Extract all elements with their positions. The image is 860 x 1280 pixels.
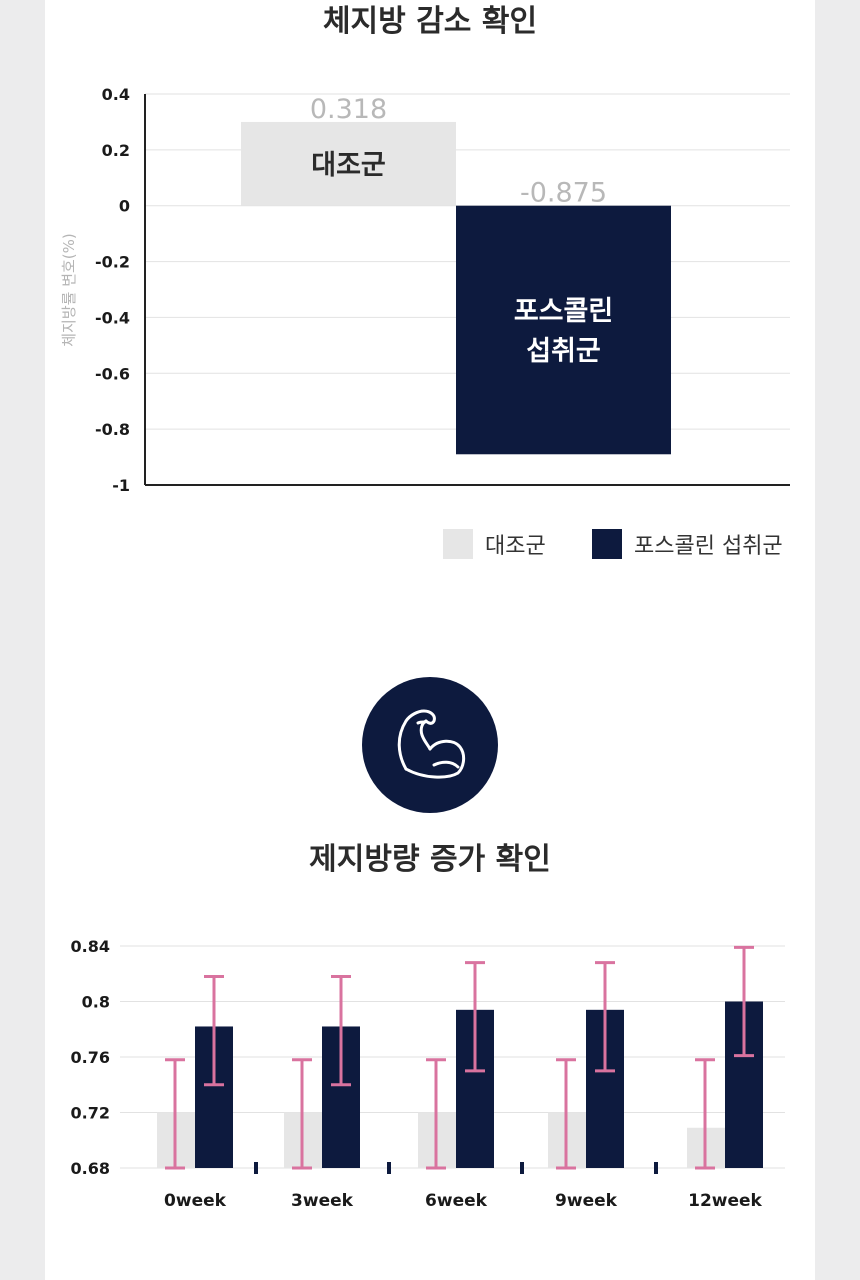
x-tick-mark [654,1162,658,1174]
bar-1 [456,205,671,455]
content-card [45,0,815,1280]
bar-0 [241,121,456,206]
lean-mass-chart: 0.84 0.8 0.76 0.72 0.68 0week 3week 6week 9week 1… [71,937,785,1211]
y-tick-label: 0.68 [71,1159,110,1178]
chart1-title: 체지방 감소 확인 [322,4,538,39]
legend-label-treatment: 포스콜린 섭취군 [634,534,783,559]
y-tick-label: 0.72 [71,1104,110,1123]
legend-label-control: 대조군 [485,534,546,559]
x-tick-mark [254,1162,258,1174]
legend-control: 대조군 [443,528,546,560]
bar-label: 섭취군 [526,336,601,367]
x-tick-label: 0week [164,1191,227,1211]
y-tick-label: -0.2 [95,253,130,272]
flexed-bicep-icon [362,677,498,813]
y-tick-label: -0.8 [95,420,130,439]
x-tick-label: 3week [291,1191,354,1211]
value-label: 0.318 [310,94,387,125]
chart2-title: 제지방량 증가 확인 [309,842,551,877]
x-tick-label: 9week [555,1191,618,1211]
legend-treatment: 포스콜린 섭취군 [592,528,783,560]
y-tick-label: -0.4 [95,308,130,327]
bar-label: 포스콜린 [514,296,613,327]
x-tick-mark [520,1162,524,1174]
value-label: -0.875 [520,178,607,209]
legend-swatch-control [443,529,473,559]
bar-label: 대조군 [311,150,386,181]
fat-reduction-chart: 0.4 0.2 0 -0.2 -0.4 -0.6 -0.8 -1 체지방률 변호(%) 0.318… [60,85,790,495]
y-tick-label: 0 [119,197,130,216]
x-tick-label: 6week [425,1191,488,1211]
legend-swatch-treatment [592,529,622,559]
y-axis-label: 체지방률 변호(%) [60,233,78,347]
y-tick-label: -1 [112,476,130,495]
y-tick-label: 0.2 [102,141,130,160]
y-tick-label: 0.76 [71,1048,110,1067]
x-tick-mark [387,1162,391,1174]
y-tick-label: 0.84 [71,937,110,956]
y-tick-label: -0.6 [95,364,130,383]
y-tick-label: 0.4 [102,85,130,104]
y-tick-label: 0.8 [82,993,110,1012]
x-tick-label: 12week [688,1191,762,1211]
